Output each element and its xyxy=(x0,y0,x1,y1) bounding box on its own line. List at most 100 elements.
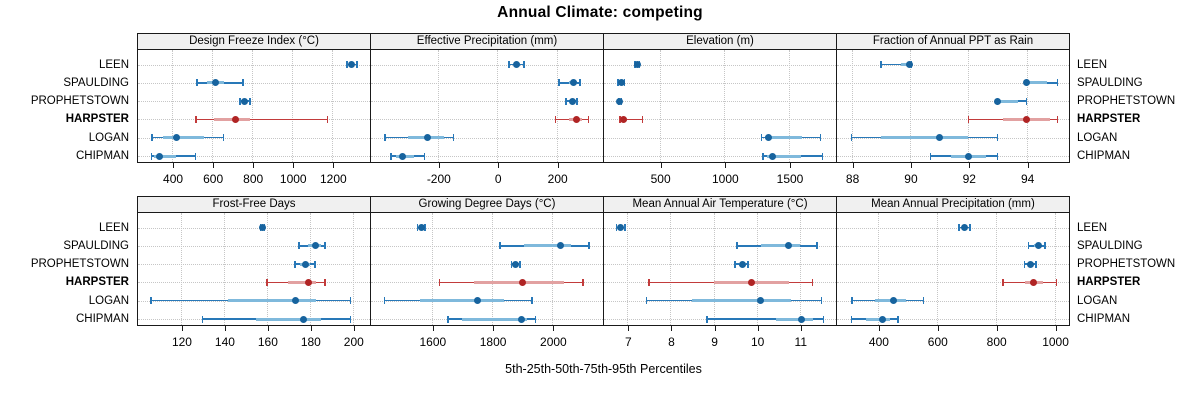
gridline-vertical xyxy=(172,50,174,162)
gridline-vertical xyxy=(789,50,791,162)
gridline-vertical xyxy=(431,213,433,325)
axis-tick-label: 500 xyxy=(650,172,671,186)
panel-mean-annual-air-temperature-c-: Mean Annual Air Temperature (°C) 7 8 9 10 11 xyxy=(603,196,837,349)
percentile-cap xyxy=(897,315,899,323)
percentile-cap xyxy=(929,152,932,160)
row-label-left-harpster: HARPSTER xyxy=(65,276,129,289)
percentile-cap xyxy=(958,224,960,231)
median-dot xyxy=(259,224,267,231)
gridline-vertical xyxy=(659,50,661,162)
median-dot xyxy=(961,224,969,231)
percentile-cap xyxy=(816,242,818,250)
panel-plot-area xyxy=(604,213,836,325)
median-dot xyxy=(155,152,163,160)
axis-tick-label: 11 xyxy=(794,335,807,349)
percentile-cap xyxy=(438,278,441,286)
percentile-cap xyxy=(615,224,618,231)
percentile-cap xyxy=(346,61,348,68)
percentile-cap xyxy=(648,278,650,286)
gridline-horizontal xyxy=(604,264,836,266)
gridline-horizontal xyxy=(837,64,1069,66)
axis-tick-label: 120 xyxy=(171,335,192,349)
median-dot xyxy=(292,297,300,305)
interquartile-band xyxy=(256,317,321,321)
axis-tick-label: 800 xyxy=(243,172,264,186)
axis-tick-label: -200 xyxy=(426,172,451,186)
gridline-horizontal xyxy=(837,319,1069,320)
percentile-cap xyxy=(508,61,510,68)
percentile-cap xyxy=(294,260,296,268)
percentile-cap xyxy=(762,152,764,160)
percentile-cap xyxy=(645,297,648,305)
gridline-vertical xyxy=(936,213,938,325)
panel-growing-degree-days-c-: Growing Degree Days (°C) 1600 1800 2000 xyxy=(370,196,604,349)
axis-tick xyxy=(1055,326,1057,331)
percentile-cap xyxy=(196,79,198,87)
axis-tick-label: 200 xyxy=(343,335,364,349)
panel-plot-area xyxy=(138,213,370,325)
percentile-cap xyxy=(821,152,824,160)
row-label-right-logan: LOGAN xyxy=(1077,294,1118,307)
percentile-cap xyxy=(195,115,197,123)
axis-tick-label: 180 xyxy=(300,335,321,349)
percentile-cap xyxy=(194,152,197,160)
median-dot xyxy=(557,242,565,250)
percentile-cap xyxy=(390,152,392,160)
percentile-cap xyxy=(565,97,567,105)
percentile-cap xyxy=(819,134,822,142)
percentile-cap xyxy=(534,315,537,323)
interquartile-band xyxy=(154,154,177,158)
median-dot xyxy=(878,315,886,323)
percentile-cap xyxy=(1035,260,1037,268)
gridline-vertical xyxy=(851,50,853,162)
panel-plot-area xyxy=(604,50,836,162)
panel-strip-title: Design Freeze Index (°C) xyxy=(138,34,370,50)
axis-tick xyxy=(173,163,175,168)
panel-plot-area xyxy=(837,213,1069,325)
gridline-horizontal xyxy=(371,119,603,121)
gridline-horizontal xyxy=(837,227,1069,229)
median-dot xyxy=(764,134,772,142)
row-label-left-prophetstown: PROPHETSTOWN xyxy=(30,258,129,271)
median-dot xyxy=(1026,260,1034,268)
percentile-range-line xyxy=(880,63,912,66)
median-dot xyxy=(769,152,777,160)
gridline-vertical xyxy=(266,213,268,325)
median-dot xyxy=(513,61,521,68)
median-dot xyxy=(423,134,431,142)
axis-tick-label: 1000 xyxy=(279,172,307,186)
axis-tick xyxy=(267,326,269,331)
axis-tick xyxy=(1027,163,1029,168)
axis-tick-label: 90 xyxy=(904,172,918,186)
percentile-cap xyxy=(967,115,970,123)
interquartile-band xyxy=(523,244,572,248)
row-label-left-leen: LEEN xyxy=(98,58,129,71)
row-label-left-spaulding: SPAULDING xyxy=(63,239,129,252)
row-label-left-logan: LOGAN xyxy=(88,294,129,307)
percentile-cap xyxy=(996,152,999,160)
gridline-horizontal xyxy=(837,245,1069,247)
axis-tick-label: 92 xyxy=(962,172,976,186)
row-label-right-leen: LEEN xyxy=(1077,58,1108,71)
median-dot xyxy=(738,260,746,268)
percentile-cap xyxy=(519,260,521,268)
interquartile-band xyxy=(461,317,528,321)
median-dot xyxy=(172,134,180,142)
percentile-cap xyxy=(222,134,225,142)
gridline-vertical xyxy=(995,213,997,325)
median-dot xyxy=(518,278,526,286)
median-dot xyxy=(617,224,625,231)
median-dot xyxy=(573,115,581,123)
axis-tick-label: 2000 xyxy=(540,335,567,349)
gridline-horizontal xyxy=(837,119,1069,121)
panel-strip-title: Frost-Free Days xyxy=(138,197,370,213)
gridline-horizontal xyxy=(604,227,836,229)
gridline-vertical xyxy=(968,50,970,162)
gridline-horizontal xyxy=(138,101,370,103)
panel-strip-title: Effective Precipitation (mm) xyxy=(371,34,603,50)
median-dot xyxy=(311,242,319,250)
interquartile-band xyxy=(866,317,890,321)
axis-tick xyxy=(757,326,759,331)
median-dot xyxy=(305,278,313,286)
interquartile-band xyxy=(760,244,800,248)
